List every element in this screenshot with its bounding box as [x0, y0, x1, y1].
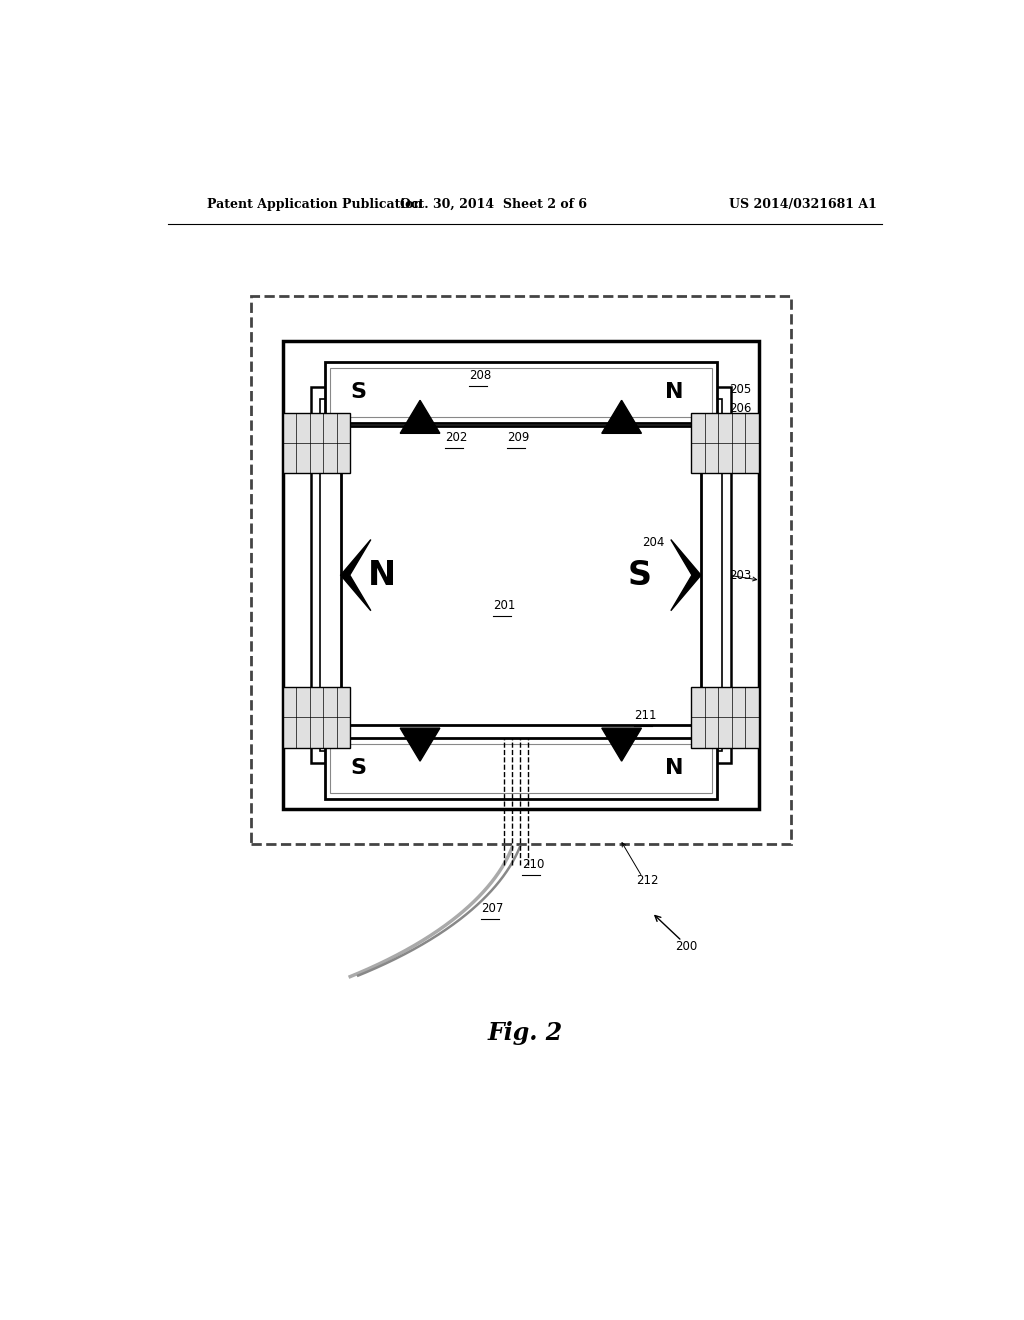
Bar — [330, 368, 712, 417]
Text: 204: 204 — [642, 536, 665, 549]
Bar — [310, 387, 731, 763]
Text: 212: 212 — [636, 874, 658, 887]
Polygon shape — [671, 540, 701, 611]
Text: 203: 203 — [729, 569, 751, 582]
Text: 205: 205 — [729, 383, 751, 396]
Text: S: S — [350, 383, 367, 403]
Text: 209: 209 — [507, 432, 529, 445]
Bar — [330, 744, 712, 792]
Bar — [251, 296, 791, 845]
Polygon shape — [400, 729, 440, 762]
Text: 202: 202 — [445, 432, 468, 445]
Text: Fig. 2: Fig. 2 — [487, 1020, 562, 1044]
Bar — [283, 686, 350, 748]
Polygon shape — [400, 400, 440, 433]
Text: 200: 200 — [676, 940, 697, 953]
Bar — [325, 738, 717, 799]
Text: 208: 208 — [469, 370, 492, 383]
Text: Patent Application Publication: Patent Application Publication — [207, 198, 423, 211]
Text: S: S — [350, 758, 367, 779]
Bar — [691, 686, 759, 748]
Text: 211: 211 — [634, 709, 656, 722]
Bar — [283, 342, 759, 809]
Text: N: N — [665, 758, 683, 779]
Bar — [321, 399, 722, 751]
Bar — [691, 413, 759, 474]
Polygon shape — [602, 729, 641, 762]
Text: N: N — [665, 383, 683, 403]
Text: 201: 201 — [494, 599, 515, 612]
Text: Oct. 30, 2014  Sheet 2 of 6: Oct. 30, 2014 Sheet 2 of 6 — [399, 198, 587, 211]
Text: 207: 207 — [481, 902, 504, 915]
Bar — [341, 426, 701, 725]
Text: US 2014/0321681 A1: US 2014/0321681 A1 — [729, 198, 877, 211]
Bar — [283, 413, 350, 474]
Bar — [325, 362, 717, 422]
Text: 206: 206 — [729, 401, 752, 414]
Text: N: N — [368, 558, 396, 591]
Text: 210: 210 — [522, 858, 545, 871]
Polygon shape — [341, 540, 371, 611]
Text: S: S — [628, 558, 652, 591]
Polygon shape — [602, 400, 641, 433]
